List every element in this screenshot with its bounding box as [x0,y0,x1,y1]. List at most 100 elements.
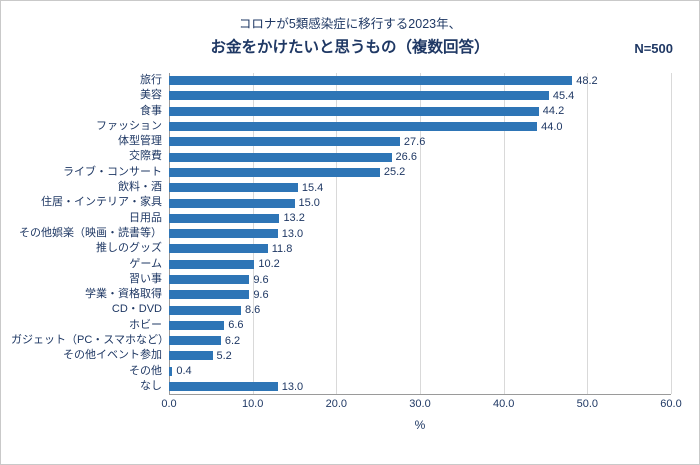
category-label: ライブ・コンサート [63,165,162,178]
bar-row: 10.2 [169,257,671,272]
x-axis-tick-labels: 0.0 10.0 20.0 30.0 40.0 50.0 60.0 [161,398,681,414]
category-label: ファッション [96,119,162,132]
category-label: 食事 [140,104,162,117]
bar-row: 25.2 [169,165,671,180]
bar-row: 5.2 [169,348,671,363]
bar [169,259,255,269]
bar [169,320,225,330]
category-label: 推しのグッズ [96,242,162,255]
chart-title-line1: コロナが5類感染症に移行する2023年、 [238,17,462,31]
value-label: 10.2 [258,258,280,271]
bar [169,137,400,147]
value-label: 45.4 [552,89,575,102]
value-label: 8.6 [244,304,261,317]
bar [169,366,173,376]
value-label: 6.6 [228,319,244,332]
bar-row: 9.6 [169,287,671,302]
bar-row: 48.2 [169,73,671,88]
plot-area: 48.2 45.4 44.2 44.0 27.6 26.6 25.2 15.4 15.0 13.2… [169,73,672,396]
bar-row: 0.4 [169,364,671,379]
bar [169,229,278,239]
value-label: 26.6 [395,151,417,164]
value-label: 15.0 [298,197,320,210]
value-label: 13.2 [283,212,305,225]
category-label: ゲーム [129,257,162,270]
bar-row: 45.4 [169,88,671,103]
value-label: 5.2 [216,349,232,362]
bar-row: 13.2 [169,211,671,226]
category-label: ガジェット（PC・スマホなど） [11,334,169,347]
gridline [503,73,505,395]
value-label: 27.6 [403,135,426,148]
bar [169,76,573,86]
bar [169,198,295,208]
bar-row: 6.6 [169,318,671,333]
x-axis-title: % [414,418,426,433]
category-label: 日用品 [129,211,162,224]
category-label: CD・DVD [111,303,162,316]
bar-row: 9.6 [169,272,671,287]
bar-row: 26.6 [169,149,671,164]
bar-row: 11.8 [169,241,671,256]
x-tick-label: 0.0 [161,398,177,411]
chart-header: コロナが5類感染症に移行する2023年、 お金をかけたいと思うもの（複数回答） [1,1,699,57]
y-axis-category-labels: 旅行 美容 食事 ファッション 体型管理 交際費 ライブ・コンサート 飲料・酒 住居・インテリア… [11,73,169,395]
value-label: 48.2 [576,74,598,87]
bar [169,275,250,284]
bar-row: 13.0 [169,226,671,241]
chart-title-line2: お金をかけたいと思うもの（複数回答） [210,39,490,56]
x-tick-label: 30.0 [409,398,431,411]
category-label: 住居・インテリア・家具 [41,196,162,209]
bar-row: 8.6 [169,302,671,317]
bar-row: 6.2 [169,333,671,348]
category-label: 習い事 [129,272,162,285]
bar-row: 44.0 [169,119,671,134]
value-label: 25.2 [383,166,406,179]
category-label: ホビー [129,318,162,331]
x-axis-title-spacer [11,418,169,432]
gridline [587,73,589,395]
bar-chart: 旅行 美容 食事 ファッション 体型管理 交際費 ライブ・コンサート 飲料・酒 住居・インテリア… [11,73,672,396]
category-label: その他イベント参加 [63,349,162,362]
bar [169,106,539,116]
value-label: 11.8 [271,242,293,255]
bar [169,152,392,162]
bar [169,351,213,361]
bar-row: 13.0 [169,379,671,394]
bar [169,382,278,392]
x-tick-label: 20.0 [325,398,348,411]
value-label: 0.4 [176,365,192,378]
x-axis-title-row: % [11,418,671,432]
value-label: 6.2 [224,334,241,347]
value-label: 13.0 [281,227,304,240]
bar [169,305,241,315]
category-label: 旅行 [140,74,162,86]
bar-row: 15.4 [169,180,671,195]
bar [169,183,298,193]
bar [169,167,380,177]
bar-row: 27.6 [169,134,671,149]
bar [169,336,221,346]
value-label: 9.6 [253,288,269,301]
category-label: 学業・資格取得 [85,288,162,301]
bar [169,244,268,254]
x-axis-spacer [11,395,169,414]
bar [169,290,250,300]
value-label: 15.4 [301,181,324,194]
value-label: 13.0 [281,380,304,393]
value-label: 9.6 [253,273,269,286]
x-tick-label: 10.0 [241,398,264,411]
gridline [671,73,672,395]
category-label: その他 [129,364,162,377]
value-label: 44.2 [542,105,565,118]
category-label: 飲料・酒 [118,181,162,194]
category-label: その他娯楽（映画・読書等） [19,226,162,239]
x-tick-label: 40.0 [492,398,515,411]
x-tick-label: 50.0 [576,398,599,411]
gridline [336,73,338,395]
x-axis: 0.0 10.0 20.0 30.0 40.0 50.0 60.0 [11,395,681,414]
category-label: 体型管理 [118,135,162,148]
gridline [420,73,421,395]
bar [169,213,280,223]
